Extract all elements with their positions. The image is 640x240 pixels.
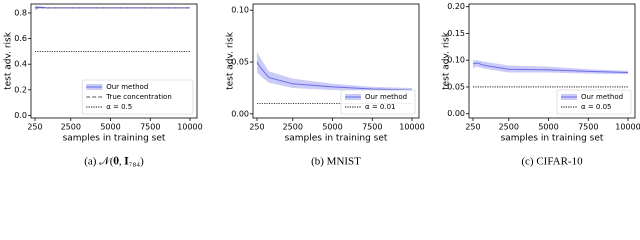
- x-tick-label: 7500: [362, 123, 382, 132]
- x-tick-label: 2500: [283, 123, 303, 132]
- x-tick-label: 250: [249, 123, 264, 132]
- y-tick-label: 0.15: [447, 29, 465, 38]
- y-tick-label: 0.0: [14, 111, 27, 120]
- y-tick-label: 0.00: [231, 109, 249, 118]
- x-axis-label: samples in training set: [501, 134, 604, 144]
- x-tick-label: 7500: [140, 123, 160, 132]
- legend-box: [81, 79, 194, 115]
- x-tick-label: 10000: [399, 123, 424, 132]
- caption: (c) CIFAR-10: [521, 156, 583, 168]
- y-tick-label: 0.10: [231, 6, 249, 15]
- plot-frame: [30, 3, 198, 119]
- series-line: [256, 61, 413, 91]
- x-tick-label: 5000: [538, 123, 558, 132]
- y-tick-label: 0.2: [14, 85, 27, 94]
- x-axis-label: samples in training set: [285, 134, 388, 144]
- x-tick-label: 250: [465, 123, 480, 132]
- x-tick-label: 10000: [615, 123, 640, 132]
- y-tick-label: 0.4: [14, 60, 27, 69]
- error-band: [256, 51, 413, 93]
- x-tick-label: 2500: [499, 123, 519, 132]
- legend-label: Our method: [365, 93, 407, 101]
- legend-label: True concentration: [105, 93, 172, 101]
- legend-box: [556, 89, 632, 115]
- plot-frame: [252, 3, 420, 119]
- x-tick-label: 250: [27, 123, 42, 132]
- y-tick-label: 0.05: [447, 82, 465, 91]
- x-tick-label: 7500: [578, 123, 598, 132]
- legend-label: α = 0.5: [106, 103, 132, 111]
- legend-label: α = 0.01: [365, 103, 396, 111]
- y-tick-label: 0.10: [447, 56, 465, 65]
- y-axis-label: test adv. risk: [442, 31, 452, 90]
- x-tick-label: 10000: [177, 123, 202, 132]
- series-line: [472, 62, 629, 74]
- caption: (a) 𝒩(𝟎, 𝐈₇₈₄): [84, 156, 144, 168]
- y-axis-label: test adv. risk: [226, 31, 236, 90]
- caption: (b) MNIST: [311, 156, 361, 168]
- x-tick-label: 5000: [322, 123, 342, 132]
- legend-label: α = 0.05: [581, 103, 612, 111]
- y-tick-label: 0.00: [447, 109, 465, 118]
- x-tick-label: 5000: [100, 123, 120, 132]
- figure: 0.0 0.2 0.4 0.6 0.8 250 2500 5000 7500 10000 sampl…: [4, 2, 640, 168]
- legend-box: [340, 89, 416, 115]
- y-tick-label: 0.05: [231, 58, 249, 67]
- x-tick-label: 2500: [61, 123, 81, 132]
- y-axis-label: test adv. risk: [4, 31, 14, 90]
- y-tick-label: 0.20: [447, 2, 465, 11]
- error-band: [472, 60, 629, 75]
- y-tick-label: 0.6: [14, 34, 27, 43]
- y-tick-label: 0.8: [14, 8, 27, 17]
- x-axis-label: samples in training set: [63, 134, 166, 144]
- legend-label: Our method: [106, 83, 148, 91]
- plot-frame: [468, 3, 636, 119]
- legend-label: Our method: [581, 93, 623, 101]
